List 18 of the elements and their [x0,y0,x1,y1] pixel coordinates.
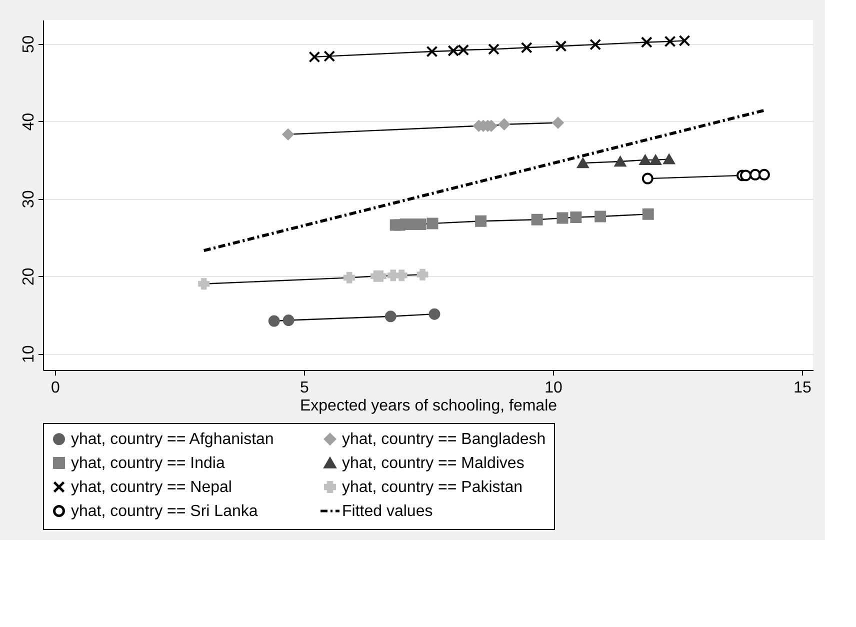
y-tick-label: 10 [20,345,38,363]
x-tick-label: 10 [544,380,563,396]
legend-label: yhat, country == Sri Lanka [71,503,258,520]
y-tick-label: 50 [20,35,38,54]
legend-label: yhat, country == Afghanistan [71,431,274,448]
y-tick-label: 30 [20,190,38,208]
x-axis-title: Expected years of schooling, female [300,398,558,414]
legend-label: yhat, country == Maldives [342,455,524,472]
legend-label: yhat, country == Pakistan [342,479,523,496]
y-tick-label: 40 [20,112,38,131]
legend-label: yhat, country == India [71,455,225,472]
x-tick-label: 0 [51,380,60,396]
legend-label: yhat, country == Bangladesh [342,431,546,448]
x-tick-label: 15 [794,380,812,396]
legend-label: yhat, country == Nepal [71,479,232,496]
y-tick-label: 20 [20,268,38,286]
x-tick-label: 5 [300,380,310,396]
legend-label: Fitted values [342,503,433,520]
